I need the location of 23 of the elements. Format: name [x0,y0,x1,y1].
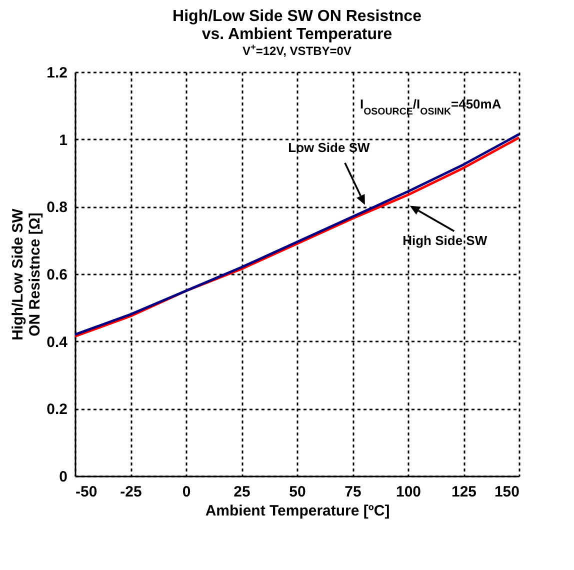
x-tick-label: 50 [289,484,306,500]
y-tick-label: 1 [59,132,68,149]
chart-subtitle: V$^{+}$=12V, VSTBY=0V [242,42,352,58]
annotation: Low Side SW [288,140,370,155]
x-tick-label: 100 [396,484,422,500]
x-axis-title: Ambient Temperature [ºC] [205,502,390,520]
y-axis-title: High/Low Side SW ON Resistnce [Ω] [10,208,44,340]
x-tick-label: 0 [182,484,191,500]
x-tick-label: 25 [234,484,250,500]
x-tick-label: 150 [494,484,520,500]
y-tick-label: 1.2 [46,64,68,82]
chart-title: High/Low Side SW ON Resistnce vs. Ambient Temperature [172,8,422,43]
x-tick-label: -50 [76,484,98,500]
y-tick-label: 0.2 [46,401,68,418]
y-tick-label: 0.6 [46,266,68,284]
x-tick-label: -25 [120,484,142,500]
annotation: I$_{OSOURCE}$/I$_{OSINK}$=450mA [360,96,502,117]
y-tick-label: 0 [59,468,68,486]
y-tick-label: 0.8 [46,199,68,216]
x-tick-label: 125 [451,484,477,500]
annotation: High Side SW [402,232,488,248]
y-tick-label: 0.4 [46,334,68,351]
x-tick-label: 75 [344,484,362,500]
